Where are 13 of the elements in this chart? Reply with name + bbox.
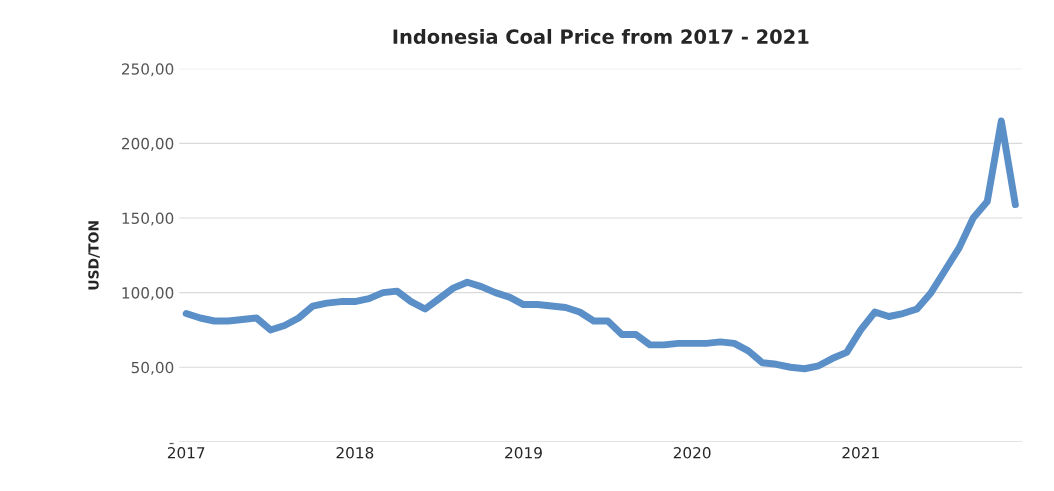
- x-tick-label: 2020: [673, 447, 711, 459]
- y-tick-label: 100,00: [122, 287, 174, 301]
- x-tick-label: 2019: [505, 447, 542, 459]
- x-tick-label: 2017: [167, 447, 205, 459]
- chart-title: Indonesia Coal Price from 2017 - 2021: [393, 28, 809, 45]
- y-tick-label: 50,00: [131, 361, 174, 375]
- y-tick-label: -: [169, 442, 174, 445]
- y-axis-title: USD/TON: [88, 221, 100, 290]
- y-tick-label: 200,00: [121, 137, 174, 151]
- x-tick-label: 2018: [336, 447, 374, 459]
- x-tick-label: 2021: [842, 447, 879, 459]
- y-tick-label: 250,00: [121, 63, 174, 77]
- y-tick-label: 150,00: [122, 212, 174, 226]
